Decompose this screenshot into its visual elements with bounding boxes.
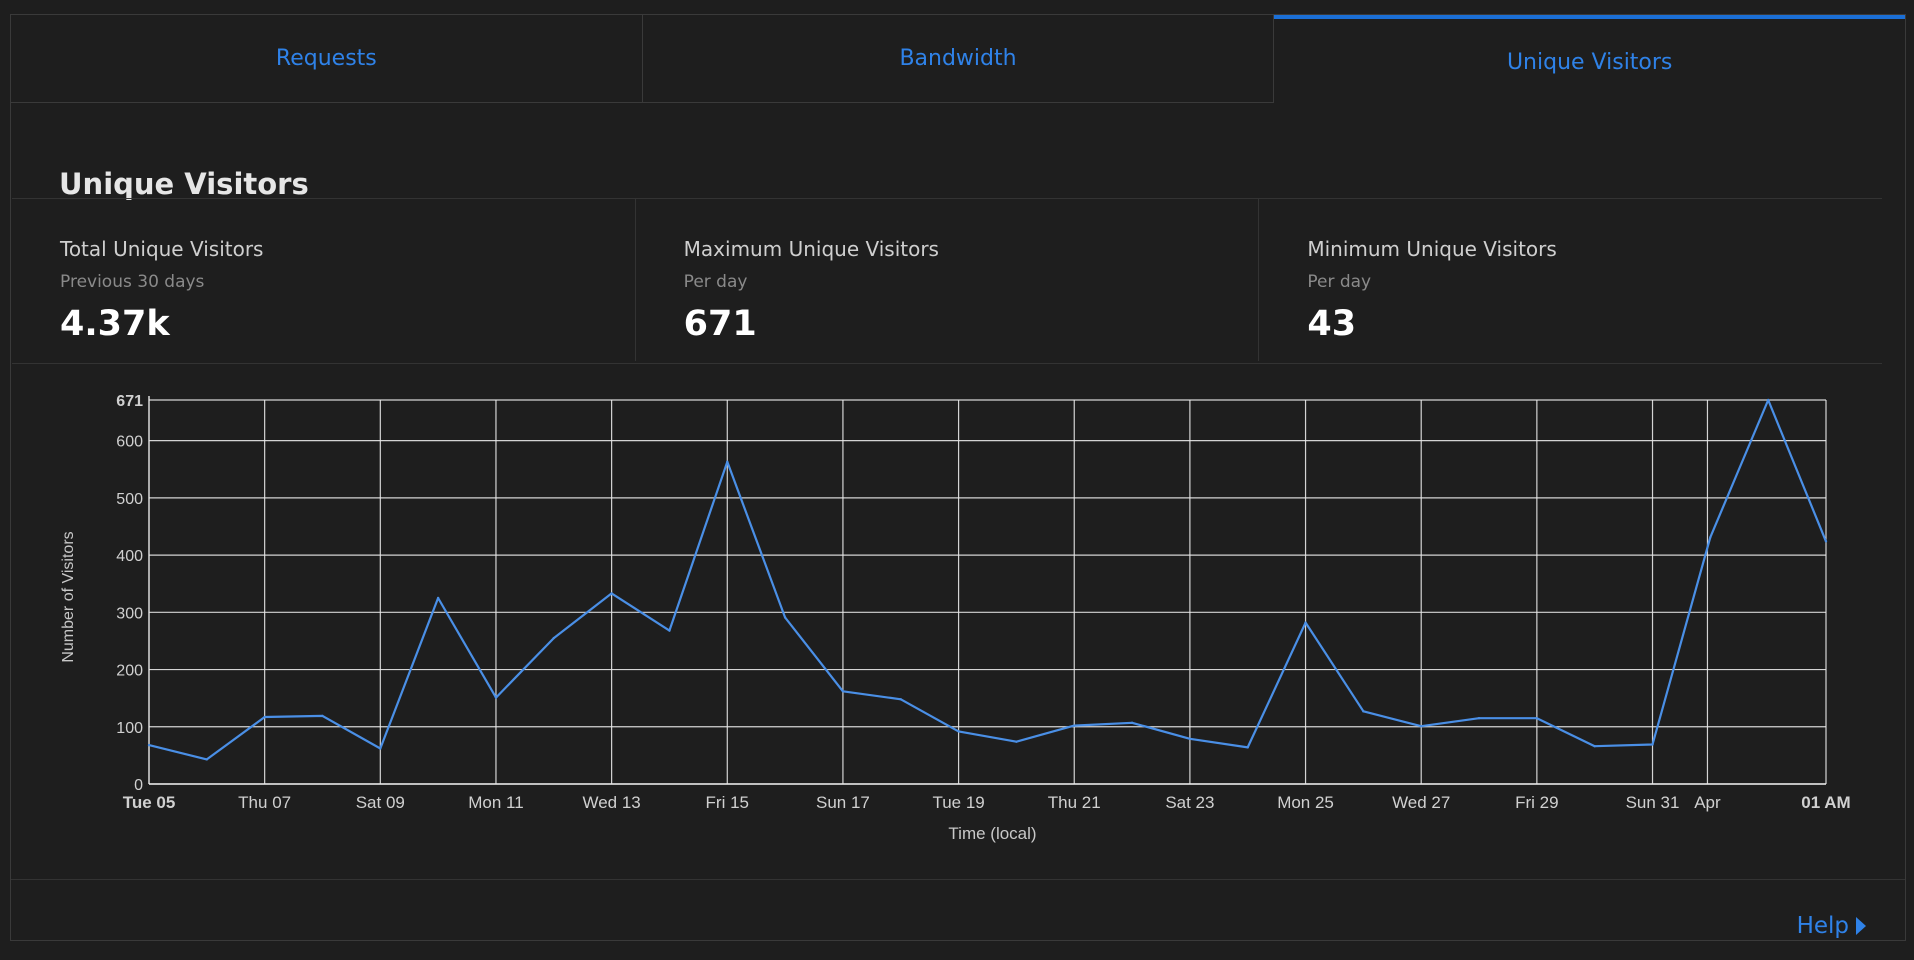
data-point — [610, 592, 613, 595]
tab-unique-visitors[interactable]: Unique Visitors — [1274, 15, 1906, 103]
data-point — [1420, 724, 1423, 728]
series-layer — [147, 398, 1828, 761]
data-point — [783, 616, 787, 619]
stat-subtitle: Per day — [1307, 272, 1372, 292]
data-point — [726, 460, 729, 464]
stat-value: 43 — [1307, 304, 1357, 344]
data-point — [1651, 743, 1654, 746]
y-tick-label: 300 — [116, 605, 143, 622]
x-tick-label: Mon 25 — [1277, 793, 1334, 812]
visitors-series-line — [148, 398, 1828, 761]
stat-total: Total Unique Visitors Previous 30 days 4… — [12, 199, 636, 361]
data-point — [1824, 540, 1828, 543]
stats-row: Total Unique Visitors Previous 30 days 4… — [12, 199, 1882, 361]
data-point — [1130, 721, 1134, 724]
x-tick-label: Wed 13 — [582, 793, 640, 812]
caret-right-icon — [1856, 917, 1866, 935]
y-tick-label: 0 — [134, 777, 143, 794]
data-point — [668, 629, 671, 632]
label-layer: 0 100 200 300 400 500 600 671 Tue 05 Thu 07 Sat 09… — [60, 393, 1851, 843]
x-tick-label: Fri 15 — [706, 793, 749, 812]
data-point — [379, 747, 382, 750]
data-point — [1073, 724, 1076, 727]
stats-bottom-divider — [12, 363, 1882, 364]
x-tick-label: Thu 07 — [238, 793, 291, 812]
y-tick-label: 500 — [116, 491, 143, 508]
y-tick-label: 200 — [116, 663, 143, 680]
x-tick-label: Sun 17 — [816, 793, 870, 812]
stat-label: Maximum Unique Visitors — [683, 237, 939, 261]
y-tick-label: 100 — [116, 720, 143, 737]
stat-subtitle: Per day — [683, 272, 748, 292]
data-point — [957, 730, 960, 733]
section-title: Unique Visitors — [59, 167, 309, 201]
x-tick-label: Thu 21 — [1048, 793, 1101, 812]
x-tick-label: Sat 09 — [356, 793, 405, 812]
x-tick-label: Wed 27 — [1392, 793, 1450, 812]
data-point — [436, 596, 440, 600]
tab-requests[interactable]: Requests — [11, 15, 643, 103]
data-point — [205, 758, 209, 761]
data-point — [494, 696, 498, 699]
stat-label: Minimum Unique Visitors — [1307, 237, 1557, 261]
stat-label: Total Unique Visitors — [60, 237, 264, 261]
data-point — [263, 715, 266, 719]
data-point — [1593, 745, 1596, 748]
x-tick-label: Fri 29 — [1515, 793, 1558, 812]
data-point — [1362, 710, 1365, 713]
x-tick-label: 01 AM — [1801, 793, 1850, 812]
y-axis-title: Number of Visitors — [60, 531, 77, 662]
data-point — [1304, 621, 1307, 624]
y-tick-label: 671 — [116, 393, 143, 410]
stat-minimum: Minimum Unique Visitors Per day 43 — [1259, 199, 1882, 361]
data-point — [1766, 398, 1770, 402]
axis-layer — [148, 396, 1826, 785]
data-point — [1188, 737, 1192, 740]
help-label: Help — [1796, 913, 1849, 939]
x-tick-label: Apr — [1694, 793, 1721, 812]
help-link[interactable]: Help — [1797, 913, 1867, 939]
stat-value: 4.37k — [60, 304, 170, 344]
data-point — [147, 743, 151, 747]
data-point — [841, 690, 845, 693]
data-point — [1246, 746, 1249, 749]
x-tick-label: Tue 05 — [123, 793, 176, 812]
x-tick-label: Mon 11 — [468, 793, 523, 812]
data-point — [1477, 716, 1481, 720]
footer-divider — [11, 879, 1905, 880]
data-point — [321, 714, 324, 718]
stats-top-divider — [12, 198, 1882, 199]
grid-layer — [149, 399, 1827, 785]
x-tick-label: Tue 19 — [932, 793, 984, 812]
x-axis-title: Time (local) — [948, 824, 1036, 843]
data-point — [1535, 716, 1539, 720]
stat-subtitle: Previous 30 days — [60, 272, 205, 292]
data-point — [1015, 740, 1018, 743]
data-point — [899, 698, 902, 701]
tab-bandwidth[interactable]: Bandwidth — [642, 15, 1275, 103]
stat-maximum: Maximum Unique Visitors Per day 671 — [636, 199, 1260, 361]
data-point — [552, 636, 555, 640]
stat-value: 671 — [683, 304, 757, 344]
x-tick-label: Sat 23 — [1165, 793, 1214, 812]
y-tick-label: 600 — [116, 434, 143, 451]
tab-bar: Requests Bandwidth Unique Visitors — [11, 15, 1906, 103]
data-point — [1709, 536, 1712, 539]
x-tick-label: Sun 31 — [1626, 793, 1680, 812]
y-tick-label: 400 — [116, 548, 143, 565]
